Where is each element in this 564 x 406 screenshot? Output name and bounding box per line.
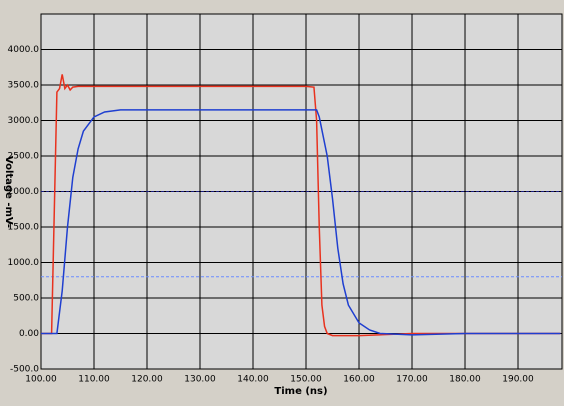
x-tick-label: 170.00 [396, 375, 428, 385]
y-tick-label: 1000.0 [8, 258, 40, 268]
y-tick-label: -500.0 [10, 365, 39, 375]
y-tick-label: 2000.0 [8, 187, 40, 197]
y-tick-label: 3500.0 [8, 81, 40, 91]
x-tick-label: 130.00 [184, 375, 216, 385]
series-line [41, 109, 561, 336]
x-tick-label: 150.00 [290, 375, 322, 385]
x-axis-label: Time (ns) [274, 386, 327, 397]
x-tick-label: 100.00 [25, 375, 57, 385]
y-tick-label: 500.0 [13, 294, 39, 304]
x-tick-label: 140.00 [237, 375, 269, 385]
y-tick-label: 0.00 [19, 329, 39, 339]
x-tick-label: 180.00 [449, 375, 481, 385]
x-tick-label: 120.00 [131, 375, 163, 385]
x-tick-label: 160.00 [343, 375, 375, 385]
x-tick-label: 110.00 [78, 375, 110, 385]
x-tick-label: 190.00 [502, 375, 534, 385]
y-tick-label: 2500.0 [8, 152, 40, 162]
y-tick-label: 4000.0 [8, 45, 40, 55]
series-line [41, 74, 561, 337]
y-tick-label: 1500.0 [8, 223, 40, 233]
y-tick-label: 3000.0 [8, 116, 40, 126]
y-axis-label: Voltage -mV- [3, 156, 14, 228]
